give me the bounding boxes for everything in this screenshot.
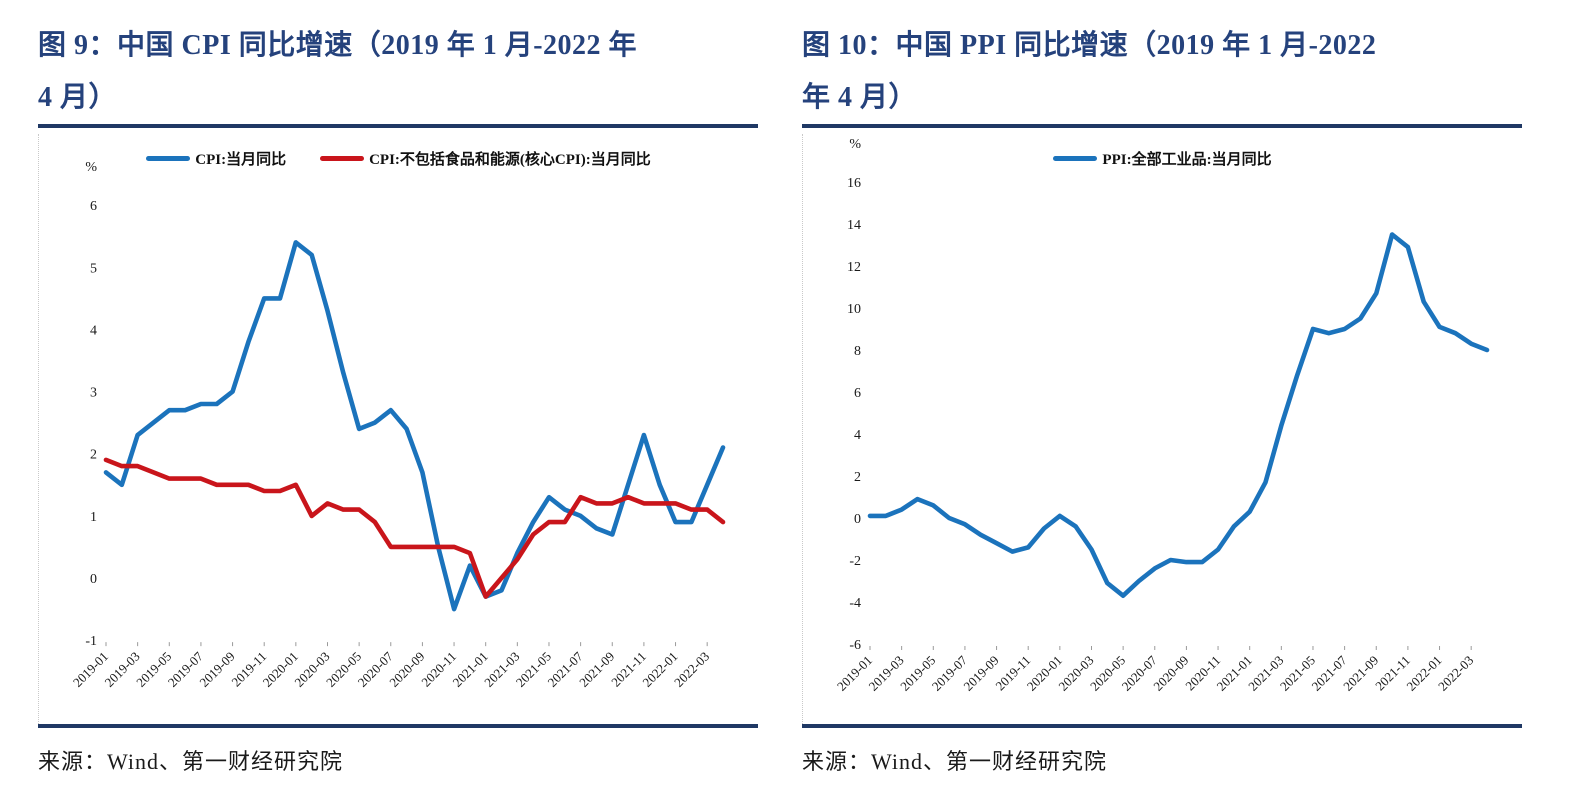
y-tick-label: 2 [90,448,97,463]
figure-9-title-line-2: 4 月） [38,82,118,113]
figure-9-source-note: 来源：Wind、第一财经研究院 [38,749,343,774]
y-tick-label: -1 [85,634,97,649]
figure-9-title: 图 9：中国 CPI 同比增速（2019 年 1 月-2022 年 4 月） [38,20,758,124]
figure-10-title-line-1: 图 10：中国 PPI 同比增速（2019 年 1 月-2022 [802,30,1377,61]
y-tick-label: 2 [854,470,861,485]
x-tick-label: 2021-09 [576,649,617,690]
cpi-line-chart: %6543210-12019-012019-032019-052019-0720… [70,160,726,690]
y-tick-label: 4 [90,323,97,338]
figure-10-title-divider [802,124,1522,128]
y-tick-label: 10 [847,302,861,317]
figure-10-title-line-2: 年 4 月） [802,82,918,113]
figure-9-title-line-1: 图 9：中国 CPI 同比增速（2019 年 1 月-2022 年 [38,30,638,61]
figure-10-bottom-divider [802,724,1522,728]
figure-9-panel: 图 9：中国 CPI 同比增速（2019 年 1 月-2022 年 4 月） C… [38,20,758,774]
x-tick-label: 2020-09 [1150,653,1191,694]
y-tick-label: 6 [90,199,97,214]
y-tick-label: 12 [847,260,861,275]
cpi-chart-area: CPI:当月同比 CPI:不包括食品和能源(核心CPI):当月同比 % 6 5 4 3 2… [38,134,758,724]
ppi-chart-area: PPI:全部工业品:当月同比 % 16 14 12 10 8 6 4 2 0 -2 -4 -6 2019-… [802,134,1522,724]
y-tick-label: -6 [849,638,861,653]
x-tick-label: 2020-09 [386,649,427,690]
y-tick-label: 6 [854,386,861,401]
y-tick-label: 0 [90,572,97,587]
x-tick-label: 2022-03 [671,649,712,690]
y-axis-unit-label: % [849,137,861,152]
series-line [103,240,726,612]
y-tick-label: -2 [849,554,861,569]
y-tick-label: 14 [847,218,861,233]
ppi-line-chart: %1614121086420-2-4-62019-012019-032019-0… [834,137,1490,694]
y-axis-unit-label: % [85,160,97,175]
figure-10-source-note: 来源：Wind、第一财经研究院 [802,749,1107,774]
y-tick-label: 4 [854,428,861,443]
y-tick-label: 5 [90,261,97,276]
figure-10-title: 图 10：中国 PPI 同比增速（2019 年 1 月-2022 年 4 月） [802,20,1522,124]
y-tick-label: 1 [90,510,97,525]
figure-10-panel: 图 10：中国 PPI 同比增速（2019 年 1 月-2022 年 4 月） … [786,0,1572,803]
y-tick-label: 0 [854,512,861,527]
x-tick-label: 2021-09 [1340,653,1381,694]
x-tick-label: 2019-09 [196,649,237,690]
figure-9-bottom-divider [38,724,758,728]
y-tick-label: 8 [854,344,861,359]
figure-9-title-divider [38,124,758,128]
x-tick-label: 2019-09 [960,653,1001,694]
x-tick-label: 2022-03 [1435,653,1476,694]
y-tick-label: 16 [847,176,861,191]
y-tick-label: -4 [849,596,861,611]
series-line [103,457,726,599]
series-line [867,232,1490,599]
y-tick-label: 3 [90,386,97,401]
